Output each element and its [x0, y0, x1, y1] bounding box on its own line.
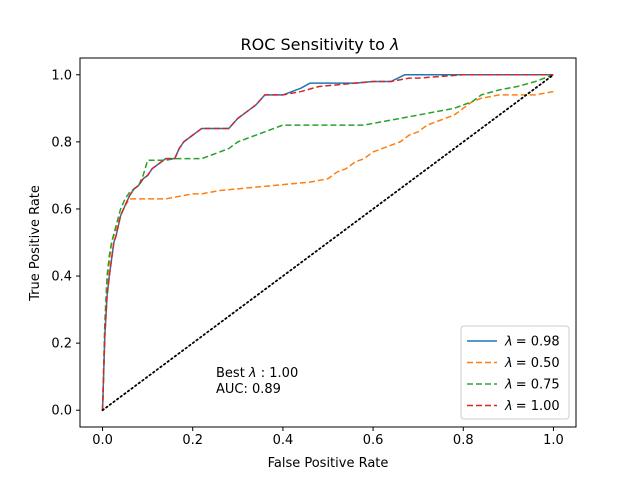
auc-annotation: AUC: 0.89	[216, 382, 281, 397]
x-tick-label: 1.0	[543, 433, 564, 448]
y-tick-label: 0.0	[51, 404, 72, 419]
legend-value-2: = 0.75	[516, 378, 560, 393]
best-lambda-annotation: Best λ : 1.00	[216, 366, 298, 381]
best-lambda-value: : 1.00	[261, 366, 298, 381]
x-tick-label: 0.2	[182, 433, 203, 448]
chart-title: ROC Sensitivity to λ	[241, 35, 400, 54]
x-tick-label: 0.8	[453, 433, 474, 448]
x-axis-label: False Positive Rate	[268, 456, 389, 471]
axes-frame	[79, 57, 577, 428]
legend-box	[460, 325, 570, 420]
best-lambda-symbol: λ	[248, 366, 257, 381]
x-tick-label: 0.4	[273, 433, 294, 448]
legend-label-3: λ = 1.00	[504, 399, 560, 414]
best-lambda-prefix: Best	[216, 366, 249, 381]
legend-value-3: = 1.00	[516, 399, 560, 414]
y-tick-label: 0.4	[51, 270, 72, 285]
chance-diagonal-line	[101, 73, 555, 412]
y-tick-label: 0.8	[51, 135, 72, 150]
y-tick-label: 0.6	[51, 202, 72, 217]
legend-symbol-0: λ	[504, 335, 513, 350]
chart-title-text: ROC Sensitivity to	[241, 35, 385, 54]
legend-value-1: = 0.50	[516, 356, 560, 371]
x-tick-label: 0.0	[92, 433, 113, 448]
x-tick-label: 0.6	[363, 433, 384, 448]
legend-symbol-3: λ	[504, 399, 513, 414]
roc-series-line-3	[101, 74, 554, 411]
legend-label-1: λ = 0.50	[504, 356, 560, 371]
y-tick-label: 1.0	[51, 68, 72, 83]
legend-label-2: λ = 0.75	[504, 378, 560, 393]
axis-ticks: 0.0 0.2 0.4 0.6 0.8 1.0 0.0 0.2 0.4 0.6 0.8 1.0	[51, 68, 563, 448]
legend: λ = 0.98λ = 0.50λ = 0.75λ = 1.00	[460, 325, 570, 420]
legend-symbol-2: λ	[504, 378, 513, 393]
y-axis-label: True Positive Rate	[28, 185, 43, 302]
legend-value-0: = 0.98	[516, 335, 560, 350]
roc-series-line-1	[101, 90, 554, 411]
y-tick-label: 0.2	[51, 337, 72, 352]
chart-title-symbol: λ	[389, 35, 399, 54]
roc-series-line-2	[101, 74, 554, 411]
legend-symbol-1: λ	[504, 356, 513, 371]
legend-label-0: λ = 0.98	[504, 335, 560, 350]
plot-area	[101, 73, 555, 412]
legend-entries: λ = 0.98λ = 0.50λ = 0.75λ = 1.00	[467, 335, 560, 414]
